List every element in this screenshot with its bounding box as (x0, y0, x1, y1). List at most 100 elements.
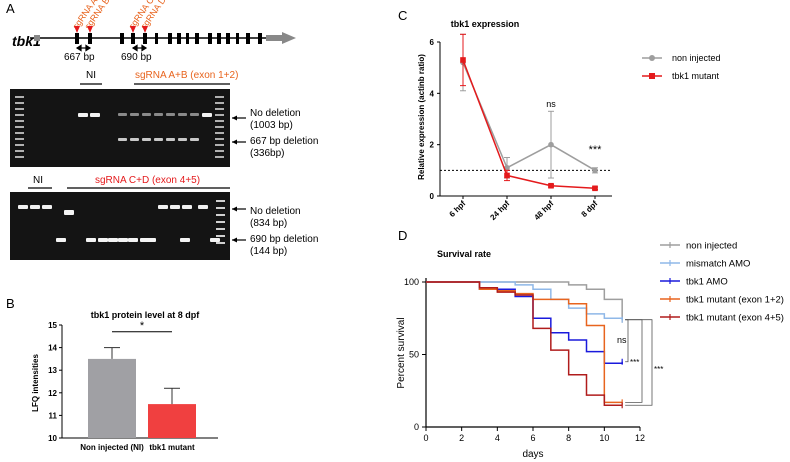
chart-c-series-line (462, 62, 596, 171)
gene-arrow (282, 32, 296, 44)
gene-label: tbk1 (12, 33, 41, 49)
span2-label: 690 bp (121, 52, 152, 63)
ladder-band (15, 132, 24, 134)
gel1-band2-size: (336bp) (250, 148, 284, 159)
gel2-deletion-band (118, 238, 128, 242)
gel2-deletion-band (98, 238, 108, 242)
chart-c-point (504, 164, 510, 171)
gel1-upper-band (90, 113, 100, 117)
gel2-upper-band (158, 205, 168, 209)
chart-d-legend-label: tbk1 AMO (686, 277, 728, 288)
chart-d-ytick-label: 0 (414, 422, 419, 432)
chart-c-point (504, 172, 510, 179)
ladder-band (215, 126, 224, 128)
chart-c-ylabel: Relative expression (actinb ratio) (417, 54, 426, 180)
gel2-deletion-band (108, 238, 118, 242)
chart-d-xtick-label: 10 (599, 433, 609, 443)
chart-c-legend-label: tbk1 mutant (672, 71, 720, 81)
chart-b-significance: * (140, 320, 145, 332)
chart-b-ylabel: LFQ intensities (31, 354, 40, 412)
gel2-deletion-band (146, 238, 156, 242)
gel2-band1-size: (834 bp) (250, 218, 287, 229)
gel1-faint-band (130, 113, 139, 116)
ladder-band (15, 120, 24, 122)
chart-c-ytick-label: 0 (430, 192, 435, 201)
span1-label: 667 bp (64, 52, 95, 63)
chart-d-xtick-label: 2 (459, 433, 464, 443)
gel1-faint-band (154, 113, 163, 116)
chart-c-legend-marker (649, 55, 655, 61)
gel2-upper-band (42, 205, 52, 209)
gel-1: NI sgRNA A+B (exon 1+2) No deletion (100… (10, 70, 318, 167)
gel-2: NI sgRNA C+D (exon 4+5) No deletion (834… (10, 175, 318, 260)
survival-chart: Survival rate Percent survival days 0 50 1… (396, 241, 784, 461)
chart-d-ytick-label: 100 (404, 277, 419, 287)
chart-d-xlabel: days (522, 449, 543, 460)
gel2-deletion-band (56, 238, 66, 242)
chart-c-legend-label: non injected (672, 53, 721, 63)
chart-c-series-line (462, 59, 596, 190)
ladder-band (216, 235, 225, 237)
ladder-band (15, 114, 24, 116)
chart-c-xtick-label: 24 hpf (488, 199, 511, 222)
chart-d-ytick-label: 50 (409, 350, 419, 360)
panel-d-letter: D (398, 228, 407, 243)
gel2-upper-band (18, 205, 28, 209)
gel1-deletion-band (154, 138, 163, 141)
chart-d-survival-curve (426, 281, 623, 320)
chart-c-point (548, 182, 554, 189)
ladder-band (215, 102, 224, 104)
chart-c-annotation-stars: *** (589, 144, 603, 156)
chart-c-point (460, 57, 466, 63)
gel1-deletion-band (166, 138, 175, 141)
ladder-band (215, 150, 224, 152)
chart-d-survival-curve (426, 281, 623, 320)
chart-d-xtick-label: 6 (530, 433, 535, 443)
chart-d-legend-label: tbk1 mutant (exon 4+5) (686, 313, 784, 324)
gel1-deletion-band (178, 138, 187, 141)
gel1-deletion-band (142, 138, 151, 141)
gel2-bands (18, 200, 225, 244)
chart-d-bracket-2 (625, 319, 653, 406)
ladder-band (215, 114, 224, 116)
chart-b-category-label: tbk1 mutant (149, 443, 195, 452)
chart-d-xtick-label: 0 (423, 433, 428, 443)
gene-schematic: tbk1 sgRNA A sgRNA B sgRNA C (12, 0, 296, 63)
exon-utr (34, 35, 40, 41)
chart-d-annotation-stars-1: *** (630, 358, 639, 367)
gel1-image (10, 89, 230, 167)
chart-c-ytick-label: 6 (430, 38, 435, 47)
chart-c-point (592, 167, 598, 174)
chart-c-legend-marker (649, 73, 655, 79)
gel2-upper-band (30, 205, 40, 209)
chart-d-survival-curve (426, 281, 623, 406)
gel2-upper-band (182, 205, 192, 209)
ladder-band (15, 138, 24, 140)
gel1-band2-label: 667 bp deletion (250, 136, 318, 147)
chart-d-xtick-label: 4 (495, 433, 500, 443)
gel1-upper-band (202, 113, 212, 117)
ladder-band (215, 156, 224, 158)
gel1-band1-size: (1003 bp) (250, 120, 293, 131)
ladder-band (15, 150, 24, 152)
protein-bar-chart: tbk1 protein level at 8 dpf LFQ intensit… (31, 310, 218, 452)
panel-c-letter: C (398, 8, 407, 23)
gel2-ni-label: NI (33, 175, 43, 186)
chart-d-ylabel: Percent survival (396, 317, 407, 388)
ladder-band (215, 108, 224, 110)
gel2-band2-size: (144 bp) (250, 246, 287, 257)
chart-d-legend-label: mismatch AMO (686, 259, 750, 270)
gel2-group-label: sgRNA C+D (exon 4+5) (95, 175, 200, 186)
gel1-faint-band (166, 113, 175, 116)
chart-b-ytick-label: 15 (48, 321, 57, 330)
gel2-image (10, 192, 230, 260)
ladder-band (215, 120, 224, 122)
chart-c-ytick-label: 4 (430, 89, 435, 98)
ladder-band (216, 242, 225, 244)
gel1-deletion-band (190, 138, 199, 141)
ladder-band (216, 221, 225, 223)
gel2-upper-band (64, 210, 74, 215)
gel1-bands (15, 96, 224, 158)
ladder-band (215, 138, 224, 140)
